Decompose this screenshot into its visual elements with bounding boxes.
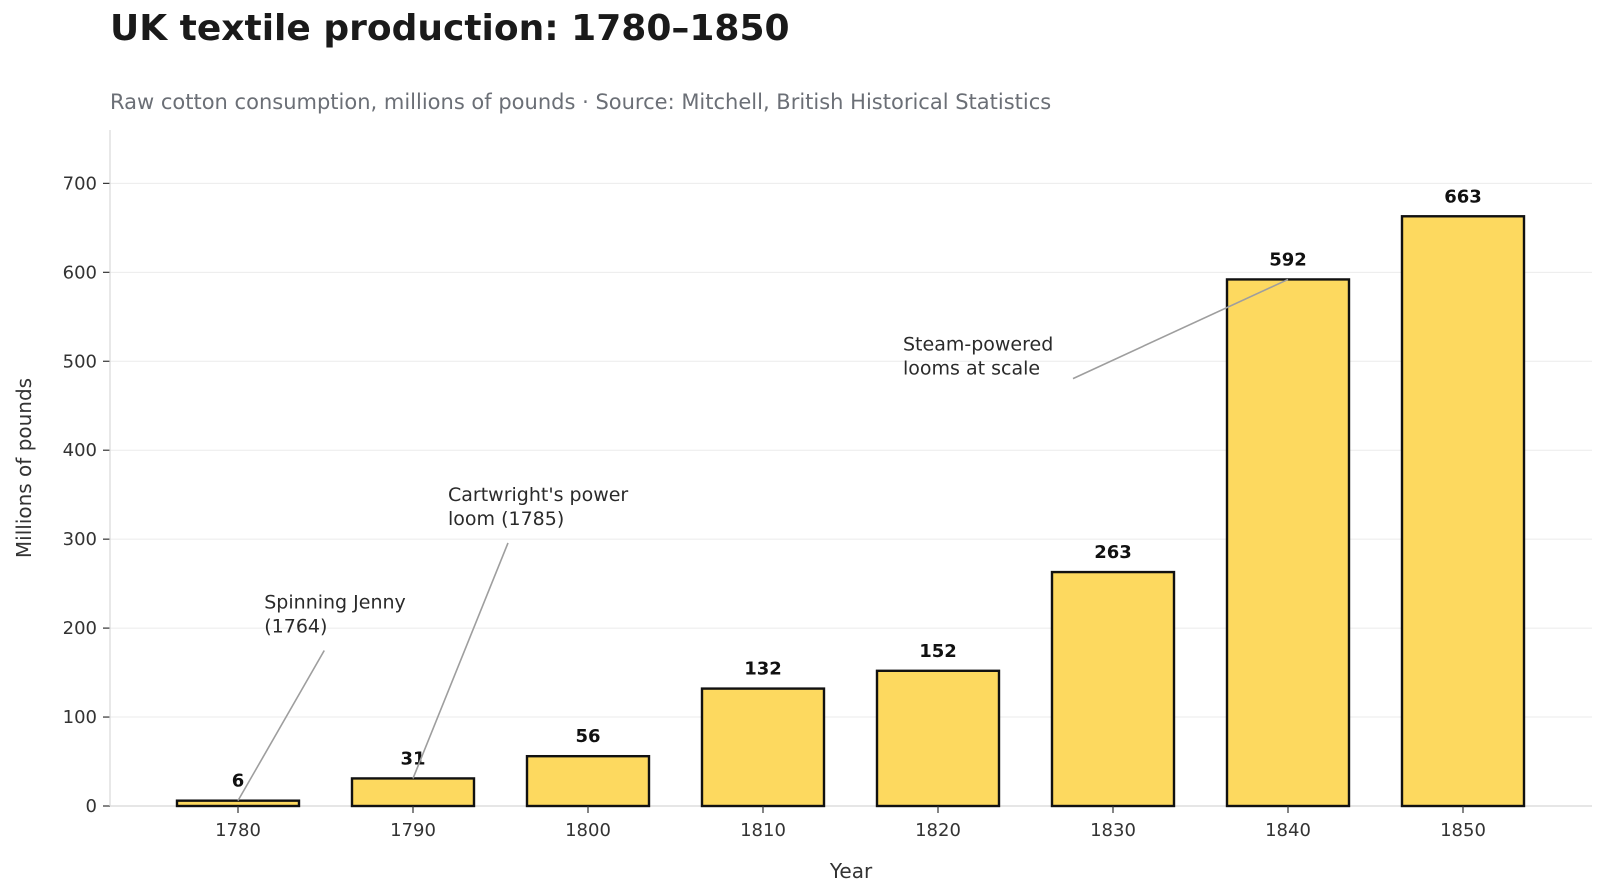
- bar: [1050, 570, 1176, 808]
- y-tick-label: 300: [63, 529, 97, 550]
- bar-value-label: 152: [919, 641, 957, 662]
- bar-value-label: 663: [1444, 186, 1482, 207]
- annotation-leader-line: [412, 542, 509, 779]
- bar: [525, 754, 651, 808]
- bar: [350, 777, 476, 808]
- annotation-text: Cartwright's power: [448, 484, 628, 506]
- x-tick-label: 1840: [1265, 820, 1311, 841]
- bar-value-label: 132: [744, 659, 782, 680]
- bar: [175, 799, 301, 808]
- bar-value-label: 56: [575, 726, 600, 747]
- chart-subtitle: Raw cotton consumption, millions of poun…: [110, 90, 1052, 114]
- bar-value-label: 263: [1094, 542, 1132, 563]
- bar-value-label: 6: [232, 771, 245, 792]
- bar: [1400, 215, 1526, 808]
- y-tick-label: 600: [63, 262, 97, 283]
- x-tick-label: 1780: [215, 820, 261, 841]
- y-tick-label: 500: [63, 351, 97, 372]
- y-tick-label: 700: [63, 173, 97, 194]
- x-tick-label: 1850: [1440, 820, 1486, 841]
- annotation-text: looms at scale: [903, 358, 1040, 380]
- y-tick-label: 100: [63, 707, 97, 728]
- bar-value-label: 592: [1269, 249, 1307, 270]
- x-tick-label: 1810: [740, 820, 786, 841]
- x-tick-label: 1790: [390, 820, 436, 841]
- y-axis-title: Millions of pounds: [12, 378, 36, 558]
- annotation-leader-line: [1072, 278, 1289, 380]
- bar: [700, 687, 826, 808]
- x-axis-title: Year: [829, 859, 873, 883]
- annotation-leader-line: [237, 650, 325, 802]
- bar: [875, 669, 1001, 808]
- annotation-text: Spinning Jenny: [264, 592, 406, 614]
- annotation-text: Steam-powered: [903, 334, 1053, 356]
- annotation-text: loom (1785): [448, 508, 564, 530]
- annotation-text: (1764): [264, 616, 327, 638]
- x-tick-label: 1800: [565, 820, 611, 841]
- y-tick-label: 400: [63, 440, 97, 461]
- x-tick-label: 1830: [1090, 820, 1136, 841]
- chart-title: UK textile production: 1780–1850: [110, 8, 790, 49]
- y-tick-label: 0: [86, 796, 97, 817]
- x-tick-label: 1820: [915, 820, 961, 841]
- y-tick-label: 200: [63, 618, 97, 639]
- bar-value-label: 31: [400, 748, 425, 769]
- bar: [1225, 278, 1351, 808]
